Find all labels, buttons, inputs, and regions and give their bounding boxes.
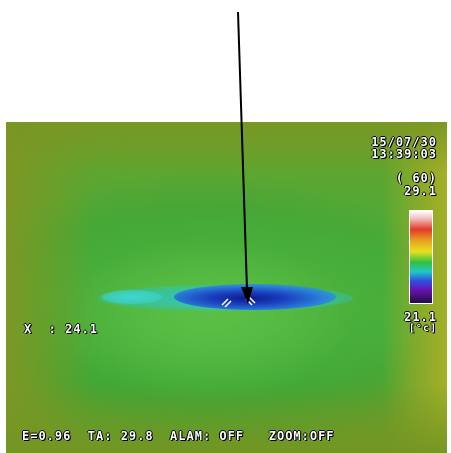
spot-temperature-readout: X : 24.1: [24, 322, 99, 336]
temperature-palette-bar: [409, 210, 433, 304]
scale-max-label: 29.1: [404, 184, 437, 198]
cold-spot-core: [174, 284, 336, 310]
thermal-image: 15/07/30 13:39:03 ( 60) 29.1 21.1 [°c] X…: [6, 122, 447, 453]
cold-spot-left: [102, 290, 162, 304]
time-readout: 13:39:03: [371, 147, 437, 161]
thermal-edge-bottom: [6, 383, 447, 453]
mode-readout: ( 60): [395, 171, 437, 185]
date-readout: 15/07/30: [371, 135, 437, 149]
status-line: E=0.96 TA: 29.8 ALAM: OFF ZOOM:OFF: [22, 429, 335, 443]
crosshair-cursor-icon: [221, 296, 256, 308]
thermal-edge-top: [6, 122, 447, 172]
unit-label: [°c]: [408, 323, 437, 334]
scale-min-label: 21.1: [404, 310, 437, 324]
